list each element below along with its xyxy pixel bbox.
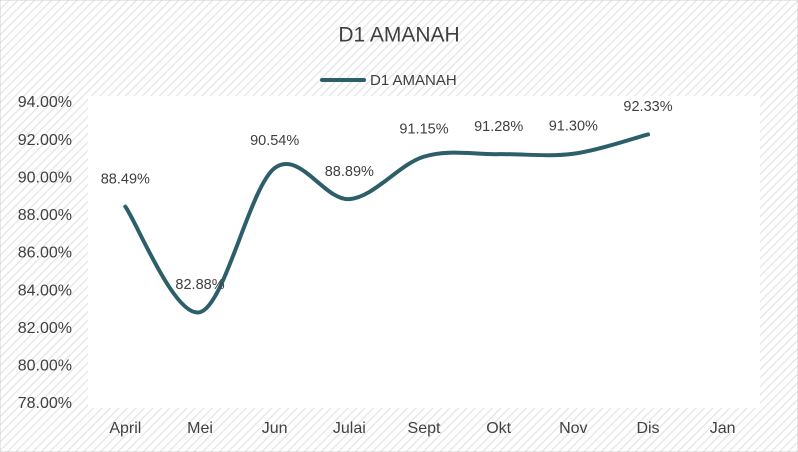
x-tick-label: April [109,420,141,437]
x-tick-label: Dis [636,420,659,437]
data-label: 91.15% [399,121,448,137]
y-tick-label: 90.00% [18,169,72,186]
y-tick-label: 80.00% [18,358,72,375]
data-label: 91.30% [549,119,598,135]
plot-area [88,96,760,408]
data-label: 90.54% [250,133,299,149]
y-tick-label: 92.00% [18,132,72,149]
y-tick-label: 94.00% [18,94,72,111]
data-label: 92.33% [623,99,672,115]
data-label: 82.88% [175,277,224,293]
x-tick-label: Jun [262,420,288,437]
x-tick-label: Nov [559,420,587,437]
y-tick-label: 88.00% [18,207,72,224]
chart-title: D1 AMANAH [338,24,459,47]
x-tick-label: Jan [710,420,736,437]
x-tick-label: Okt [486,420,511,437]
x-tick-label: Julai [333,420,366,437]
legend-label: D1 AMANAH [370,72,457,89]
x-tick-label: Mei [187,420,213,437]
data-label: 88.89% [325,164,374,180]
y-tick-label: 86.00% [18,245,72,262]
y-tick-label: 84.00% [18,282,72,299]
y-tick-label: 82.00% [18,320,72,337]
data-label: 91.28% [474,119,523,135]
y-tick-label: 78.00% [18,395,72,412]
x-tick-label: Sept [408,420,441,437]
data-line [123,132,650,315]
data-label: 88.49% [101,171,150,187]
